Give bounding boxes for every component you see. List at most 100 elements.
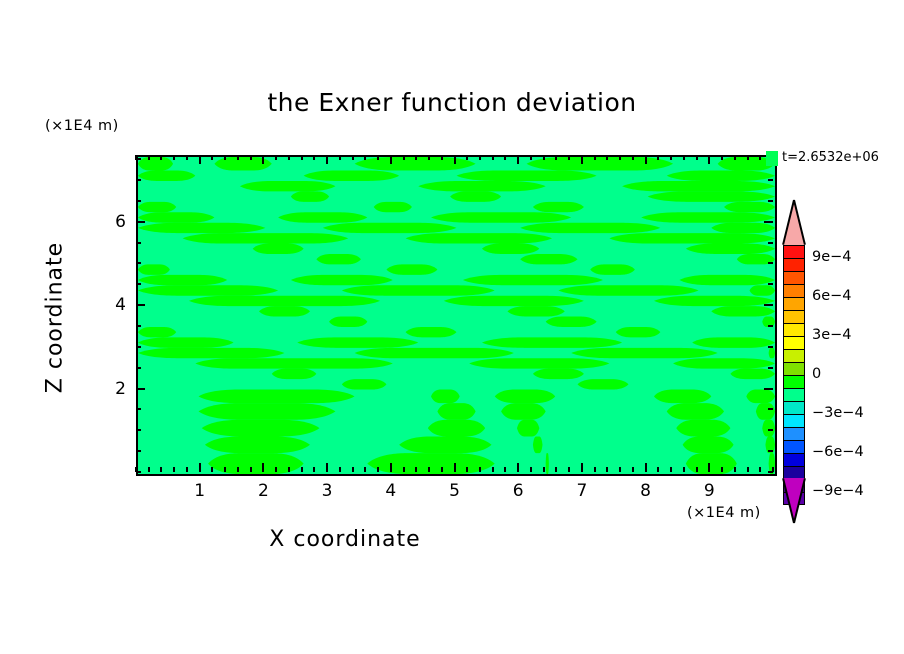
x-axis-tick-label: 6 (512, 481, 524, 501)
z-axis-tick (768, 325, 773, 327)
x-axis-tick (300, 155, 303, 160)
x-axis-tick (198, 155, 201, 164)
colorbar-band (783, 245, 805, 258)
x-axis-tick (631, 155, 634, 160)
x-axis-tick (300, 467, 303, 472)
x-axis-tick (580, 155, 583, 164)
colorbar (783, 245, 805, 505)
x-axis-tick (160, 155, 163, 160)
x-axis-tick (326, 155, 329, 164)
x-axis-tick-label: 2 (257, 481, 269, 501)
colorbar-band (783, 466, 805, 479)
x-axis-tick (211, 155, 214, 160)
z-axis-tick (136, 220, 145, 223)
x-axis-tick (262, 155, 265, 164)
x-axis-tick (364, 467, 367, 472)
x-axis-tick (517, 155, 520, 164)
z-axis-tick (136, 158, 141, 161)
z-axis-tick-label: 6 (115, 211, 126, 232)
x-axis-tick (657, 155, 660, 160)
x-axis-tick (504, 467, 507, 472)
x-axis-tick (555, 467, 558, 472)
x-axis-tick (453, 155, 456, 164)
z-axis-tick (136, 366, 141, 369)
colorbar-over-range-arrow (783, 200, 805, 245)
x-axis-tick (338, 467, 341, 472)
z-axis-tick-label: 2 (115, 378, 126, 399)
x-axis-tick (466, 155, 469, 160)
z-axis-tick (768, 345, 773, 348)
x-axis-tick (262, 463, 265, 472)
x-axis-tick (759, 155, 762, 160)
x-axis-tick (606, 467, 609, 472)
x-axis-tick (670, 467, 673, 472)
colorbar-band (783, 388, 805, 401)
x-axis-tick-label: 5 (449, 481, 460, 501)
z-axis-tick (768, 408, 773, 411)
colorbar-band (783, 440, 805, 453)
x-axis-tick (364, 155, 367, 160)
z-axis-tick (764, 304, 773, 307)
z-axis-tick (768, 429, 773, 432)
x-axis-tick (529, 155, 532, 160)
x-axis-tick (287, 155, 290, 160)
x-axis-tick (733, 155, 736, 160)
x-axis-tick (695, 155, 698, 160)
x-axis-tick (542, 155, 545, 160)
x-axis-tick (428, 155, 431, 160)
contour-field (138, 157, 775, 474)
x-axis-tick (708, 155, 711, 164)
z-axis-unit-label: (×1E4 m) (45, 118, 119, 134)
x-axis-tick (517, 463, 520, 472)
colorbar-band (783, 401, 805, 414)
x-axis-tick (377, 467, 380, 472)
colorbar-band (783, 310, 805, 323)
z-axis-tick (768, 366, 773, 369)
z-axis-tick (136, 345, 141, 348)
x-axis-tick (759, 467, 762, 472)
x-axis-tick (491, 155, 494, 160)
x-axis-tick (275, 155, 278, 160)
colorbar-tick-label: 3e−4 (812, 327, 852, 343)
z-axis-tick (136, 429, 141, 432)
x-axis-tick (173, 155, 176, 160)
colorbar-band (783, 297, 805, 310)
x-axis-tick (402, 155, 405, 160)
contour-plot-area (136, 155, 777, 476)
x-axis-tick (746, 467, 749, 472)
colorbar-band (783, 453, 805, 466)
x-axis-tick (644, 155, 647, 164)
x-axis-tick (529, 467, 532, 472)
x-axis-tick (185, 467, 188, 472)
colorbar-tick-label: −6e−4 (812, 444, 864, 460)
colorbar-band (783, 271, 805, 284)
x-axis-tick (275, 467, 278, 472)
x-axis-tick (478, 155, 481, 160)
x-axis-tick (619, 155, 622, 160)
z-axis-tick (136, 408, 141, 411)
x-axis-tick (415, 467, 418, 472)
chart-title: the Exner function deviation (267, 88, 637, 117)
x-axis-tick (389, 463, 392, 472)
colorbar-band (783, 323, 805, 336)
x-axis-tick (580, 463, 583, 472)
z-axis-tick (136, 304, 145, 307)
x-axis-tick-label: 4 (385, 481, 397, 501)
x-axis-tick-label: 1 (194, 481, 206, 501)
x-axis-tick (504, 155, 507, 160)
x-axis-tick (402, 467, 405, 472)
x-axis-tick (147, 155, 150, 160)
colorbar-band (783, 375, 805, 388)
x-axis-tick (593, 467, 596, 472)
colorbar-tick-label: 9e−4 (812, 249, 852, 265)
z-axis-tick (136, 199, 141, 202)
x-axis-tick (185, 155, 188, 160)
x-axis-tick (351, 155, 354, 160)
x-axis-tick (135, 467, 137, 472)
x-axis-tick (746, 155, 749, 160)
x-axis-tick (491, 467, 494, 472)
x-axis-tick (389, 155, 392, 164)
x-axis-tick-label: 9 (703, 481, 715, 501)
x-axis-tick-label: 8 (640, 481, 651, 501)
colorbar-band (783, 349, 805, 362)
